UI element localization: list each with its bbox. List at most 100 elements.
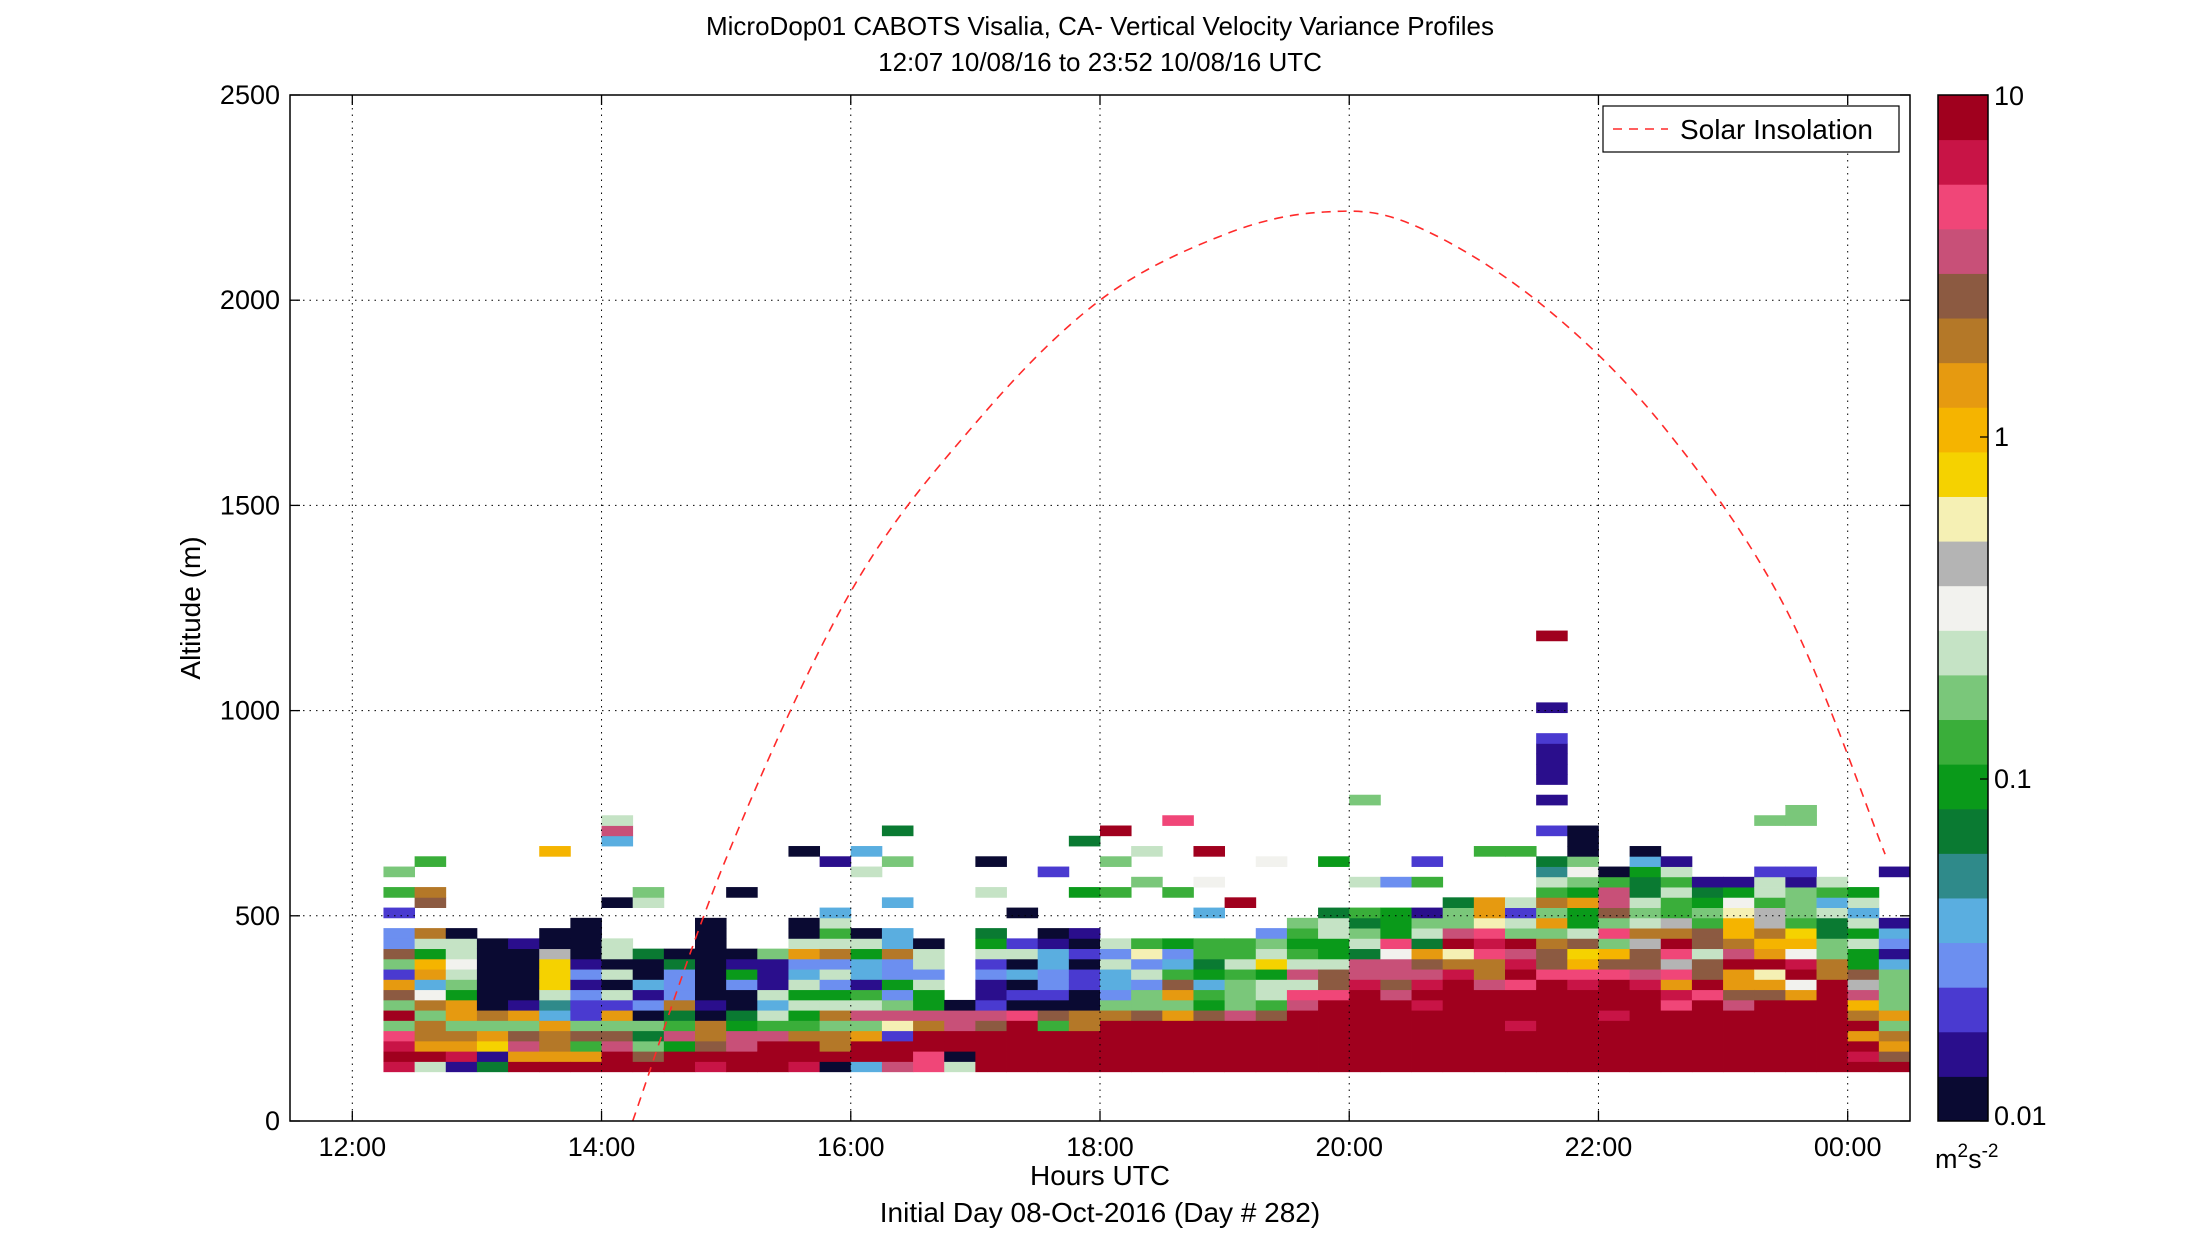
heatmap-cell bbox=[1006, 1010, 1039, 1021]
heatmap-cell bbox=[1660, 979, 1693, 991]
heatmap-cell bbox=[1723, 1020, 1755, 1032]
heatmap-cell bbox=[601, 825, 634, 837]
colorbar-segment bbox=[1938, 1031, 1988, 1077]
heatmap-cell bbox=[1193, 969, 1226, 980]
heatmap-cell bbox=[1723, 1051, 1755, 1062]
heatmap-cell bbox=[570, 1040, 602, 1052]
heatmap-cell bbox=[1816, 948, 1849, 960]
heatmap-cell bbox=[476, 979, 509, 991]
heatmap-cell bbox=[1162, 938, 1194, 950]
heatmap-cell bbox=[1660, 1051, 1693, 1062]
heatmap-cell bbox=[1131, 989, 1163, 1001]
heatmap-cell bbox=[1723, 958, 1755, 970]
heatmap-cell bbox=[1318, 989, 1350, 1001]
heatmap-cell bbox=[1629, 907, 1662, 919]
heatmap-cell bbox=[788, 1040, 821, 1052]
heatmap-cell bbox=[1754, 979, 1786, 991]
heatmap-cell bbox=[1380, 1040, 1412, 1052]
heatmap-cell bbox=[695, 1051, 727, 1062]
heatmap-cell bbox=[414, 979, 447, 991]
heatmap-cell bbox=[1224, 1061, 1257, 1073]
heatmap-cell bbox=[1473, 1061, 1506, 1073]
heatmap-cell bbox=[1536, 1061, 1568, 1073]
heatmap-cell bbox=[1255, 958, 1288, 970]
heatmap-cell bbox=[1785, 1040, 1817, 1052]
heatmap-cell bbox=[383, 999, 416, 1011]
heatmap-cell bbox=[1629, 866, 1662, 878]
heatmap-cell bbox=[1598, 1030, 1631, 1042]
heatmap-cell bbox=[850, 1051, 883, 1062]
heatmap-cell bbox=[1536, 794, 1568, 806]
heatmap-cell bbox=[1100, 887, 1132, 898]
heatmap-cell bbox=[1847, 1020, 1880, 1032]
heatmap-cell bbox=[1068, 958, 1101, 970]
heatmap-cell bbox=[1473, 969, 1506, 980]
heatmap-cell bbox=[1473, 999, 1506, 1011]
colorbar-segment bbox=[1938, 541, 1988, 587]
colorbar-tick-label: 1 bbox=[1994, 422, 2009, 452]
colorbar-segment bbox=[1938, 853, 1988, 899]
heatmap-cell bbox=[1598, 887, 1631, 898]
heatmap-cell bbox=[1193, 948, 1226, 960]
heatmap-cell bbox=[1162, 989, 1194, 1001]
heatmap-cell bbox=[1411, 938, 1444, 950]
heatmap-cell bbox=[695, 1061, 727, 1073]
heatmap-cell bbox=[975, 928, 1007, 939]
heatmap-cell bbox=[1567, 846, 1599, 857]
heatmap-cell bbox=[1255, 979, 1288, 991]
heatmap-cell bbox=[1100, 948, 1132, 960]
colorbar-segment bbox=[1938, 897, 1988, 944]
heatmap-cell bbox=[1286, 1040, 1319, 1052]
heatmap-cell bbox=[1068, 999, 1101, 1011]
heatmap-cell bbox=[1318, 958, 1350, 970]
heatmap-cell bbox=[726, 1061, 758, 1073]
heatmap-cell bbox=[1442, 999, 1475, 1011]
heatmap-cell bbox=[601, 1020, 634, 1032]
heatmap-cell bbox=[1505, 938, 1537, 950]
heatmap-cell bbox=[1255, 1040, 1288, 1052]
heatmap-cell bbox=[663, 1030, 696, 1042]
heatmap-cell bbox=[414, 1010, 447, 1021]
heatmap-cell bbox=[1536, 1020, 1568, 1032]
heatmap-cell bbox=[757, 989, 789, 1001]
heatmap-cell bbox=[1286, 1010, 1319, 1021]
heatmap-cell bbox=[1629, 1010, 1662, 1021]
heatmap-cell bbox=[1847, 979, 1880, 991]
heatmap-cell bbox=[383, 938, 416, 950]
heatmap-cell bbox=[1660, 938, 1693, 950]
heatmap-cell bbox=[1162, 1010, 1194, 1021]
heatmap-cell bbox=[1723, 928, 1755, 939]
heatmap-cell bbox=[1255, 989, 1288, 1001]
heatmap-cell bbox=[1349, 1020, 1381, 1032]
heatmap-cell bbox=[1505, 917, 1537, 929]
heatmap-cell bbox=[663, 999, 696, 1011]
heatmap-cell bbox=[632, 1061, 665, 1073]
heatmap-cell bbox=[601, 989, 634, 1001]
heatmap-cell bbox=[881, 938, 914, 950]
heatmap-cell bbox=[726, 958, 758, 970]
heatmap-cell bbox=[1318, 1010, 1350, 1021]
heatmap-cell bbox=[975, 979, 1007, 991]
colorbar-segment bbox=[1938, 139, 1988, 185]
heatmap-cell bbox=[1660, 1040, 1693, 1052]
heatmap-cell bbox=[476, 1020, 509, 1032]
heatmap-cell bbox=[1629, 1061, 1662, 1073]
heatmap-cell bbox=[1349, 1010, 1381, 1021]
heatmap-cell bbox=[1349, 938, 1381, 950]
heatmap-cell bbox=[1785, 948, 1817, 960]
heatmap-cell bbox=[414, 856, 447, 867]
heatmap-cell bbox=[1131, 958, 1163, 970]
heatmap-cell bbox=[1691, 917, 1724, 929]
heatmap-cell bbox=[601, 948, 634, 960]
heatmap-cell bbox=[1536, 917, 1568, 929]
heatmap-cell bbox=[695, 989, 727, 1001]
heatmap-cell bbox=[539, 928, 571, 939]
heatmap-cell bbox=[1193, 1010, 1226, 1021]
heatmap-cell bbox=[1723, 979, 1755, 991]
heatmap-cell bbox=[663, 1020, 696, 1032]
heatmap-cell bbox=[1442, 938, 1475, 950]
heatmap-cell bbox=[881, 979, 914, 991]
heatmap-cell bbox=[1037, 938, 1070, 950]
heatmap-cell bbox=[1162, 979, 1194, 991]
x-tick-label: 22:00 bbox=[1565, 1132, 1633, 1162]
